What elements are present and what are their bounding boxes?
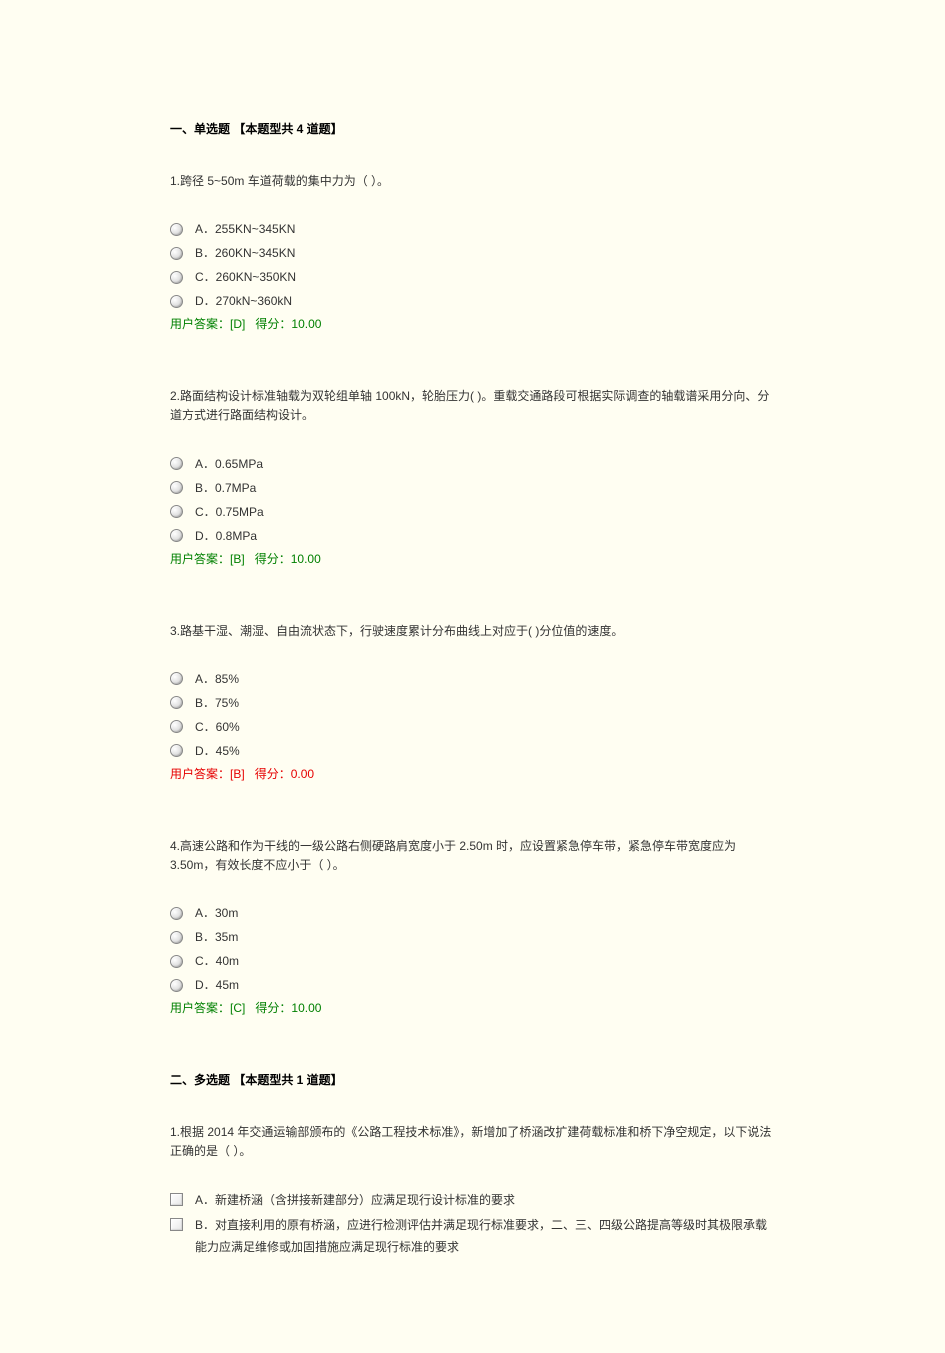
option-label: C．60% — [195, 718, 240, 736]
section-multi-choice: 二、多选题 【本题型共 1 道题】 — [170, 1071, 775, 1088]
score-label: 得分： — [255, 317, 291, 331]
options-group: A．新建桥涵（含拼接新建部分）应满足现行设计标准的要求 B．对直接利用的原有桥涵… — [170, 1190, 775, 1259]
option-row[interactable]: D．45% — [170, 741, 775, 761]
option-row[interactable]: B．260KN~345KN — [170, 243, 775, 263]
radio-icon[interactable] — [170, 505, 183, 518]
answer-feedback: 用户答案：[B] 得分：0.00 — [170, 765, 775, 782]
option-row[interactable]: B．0.7MPa — [170, 478, 775, 498]
option-label: C．260KN~350KN — [195, 268, 296, 286]
option-row[interactable]: A．255KN~345KN — [170, 219, 775, 239]
answer-choice: [B] — [230, 552, 245, 566]
section-single-choice: 一、单选题 【本题型共 4 道题】 — [170, 120, 775, 137]
option-label: D．45% — [195, 742, 240, 760]
option-label: B．260KN~345KN — [195, 244, 295, 262]
radio-icon[interactable] — [170, 271, 183, 284]
score-label: 得分： — [255, 552, 291, 566]
option-label: A．0.65MPa — [195, 455, 263, 473]
option-label: B．35m — [195, 928, 238, 946]
option-row[interactable]: A．85% — [170, 669, 775, 689]
option-label: C．0.75MPa — [195, 503, 264, 521]
radio-icon[interactable] — [170, 481, 183, 494]
option-label: B．对直接利用的原有桥涵，应进行检测评估并满足现行标准要求，二、三、四级公路提高… — [195, 1215, 775, 1258]
question-prompt: 4.高速公路和作为干线的一级公路右侧硬路肩宽度小于 2.50m 时，应设置紧急停… — [170, 837, 775, 875]
radio-icon[interactable] — [170, 696, 183, 709]
score-label: 得分： — [255, 767, 291, 781]
answer-prefix: 用户答案： — [170, 767, 230, 781]
question-1: 1.跨径 5~50m 车道荷载的集中力为（ ）。 A．255KN~345KN B… — [170, 172, 775, 332]
answer-feedback: 用户答案：[B] 得分：10.00 — [170, 550, 775, 567]
option-label: B．0.7MPa — [195, 479, 256, 497]
section-title: 一、单选题 【本题型共 4 道题】 — [170, 120, 775, 137]
question-prompt: 1.跨径 5~50m 车道荷载的集中力为（ ）。 — [170, 172, 775, 191]
option-row[interactable]: D．45m — [170, 975, 775, 995]
radio-icon[interactable] — [170, 247, 183, 260]
question-multi-1: 1.根据 2014 年交通运输部颁布的《公路工程技术标准》，新增加了桥涵改扩建荷… — [170, 1123, 775, 1258]
question-4: 4.高速公路和作为干线的一级公路右侧硬路肩宽度小于 2.50m 时，应设置紧急停… — [170, 837, 775, 1016]
radio-icon[interactable] — [170, 979, 183, 992]
radio-icon[interactable] — [170, 223, 183, 236]
option-row[interactable]: C．40m — [170, 951, 775, 971]
option-label: A．30m — [195, 904, 238, 922]
answer-feedback: 用户答案：[C] 得分：10.00 — [170, 999, 775, 1016]
score-label: 得分： — [255, 1001, 291, 1015]
question-3: 3.路基干湿、潮湿、自由流状态下，行驶速度累计分布曲线上对应于( )分位值的速度… — [170, 622, 775, 782]
radio-icon[interactable] — [170, 907, 183, 920]
radio-icon[interactable] — [170, 529, 183, 542]
options-group: A．30m B．35m C．40m D．45m — [170, 903, 775, 995]
option-label: D．45m — [195, 976, 239, 994]
option-row[interactable]: D．270kN~360kN — [170, 291, 775, 311]
option-label: D．270kN~360kN — [195, 292, 292, 310]
radio-icon[interactable] — [170, 744, 183, 757]
option-row[interactable]: A．新建桥涵（含拼接新建部分）应满足现行设计标准的要求 — [170, 1190, 775, 1212]
option-label: B．75% — [195, 694, 239, 712]
option-label: A．新建桥涵（含拼接新建部分）应满足现行设计标准的要求 — [195, 1190, 775, 1212]
answer-prefix: 用户答案： — [170, 317, 230, 331]
question-prompt: 1.根据 2014 年交通运输部颁布的《公路工程技术标准》，新增加了桥涵改扩建荷… — [170, 1123, 775, 1161]
answer-choice: [C] — [230, 1001, 245, 1015]
section-title: 二、多选题 【本题型共 1 道题】 — [170, 1071, 775, 1088]
answer-prefix: 用户答案： — [170, 1001, 230, 1015]
radio-icon[interactable] — [170, 720, 183, 733]
radio-icon[interactable] — [170, 457, 183, 470]
score-value: 10.00 — [291, 317, 321, 331]
question-prompt: 2.路面结构设计标准轴载为双轮组单轴 100kN，轮胎压力( )。重载交通路段可… — [170, 387, 775, 425]
radio-icon[interactable] — [170, 931, 183, 944]
checkbox-icon[interactable] — [170, 1193, 183, 1206]
option-label: A．85% — [195, 670, 239, 688]
score-value: 0.00 — [291, 767, 314, 781]
score-value: 10.00 — [291, 1001, 321, 1015]
option-row[interactable]: C．0.75MPa — [170, 502, 775, 522]
option-row[interactable]: B．35m — [170, 927, 775, 947]
option-row[interactable]: B．75% — [170, 693, 775, 713]
answer-choice: [B] — [230, 767, 245, 781]
answer-feedback: 用户答案：[D] 得分：10.00 — [170, 315, 775, 332]
option-row[interactable]: C．260KN~350KN — [170, 267, 775, 287]
option-label: A．255KN~345KN — [195, 220, 295, 238]
checkbox-icon[interactable] — [170, 1218, 183, 1231]
question-2: 2.路面结构设计标准轴载为双轮组单轴 100kN，轮胎压力( )。重载交通路段可… — [170, 387, 775, 566]
answer-prefix: 用户答案： — [170, 552, 230, 566]
question-prompt: 3.路基干湿、潮湿、自由流状态下，行驶速度累计分布曲线上对应于( )分位值的速度… — [170, 622, 775, 641]
option-row[interactable]: D．0.8MPa — [170, 526, 775, 546]
radio-icon[interactable] — [170, 672, 183, 685]
option-row[interactable]: A．30m — [170, 903, 775, 923]
radio-icon[interactable] — [170, 295, 183, 308]
options-group: A．85% B．75% C．60% D．45% — [170, 669, 775, 761]
options-group: A．255KN~345KN B．260KN~345KN C．260KN~350K… — [170, 219, 775, 311]
options-group: A．0.65MPa B．0.7MPa C．0.75MPa D．0.8MPa — [170, 454, 775, 546]
option-label: D．0.8MPa — [195, 527, 257, 545]
option-row[interactable]: B．对直接利用的原有桥涵，应进行检测评估并满足现行标准要求，二、三、四级公路提高… — [170, 1215, 775, 1258]
option-row[interactable]: A．0.65MPa — [170, 454, 775, 474]
answer-choice: [D] — [230, 317, 245, 331]
score-value: 10.00 — [291, 552, 321, 566]
option-row[interactable]: C．60% — [170, 717, 775, 737]
radio-icon[interactable] — [170, 955, 183, 968]
option-label: C．40m — [195, 952, 239, 970]
